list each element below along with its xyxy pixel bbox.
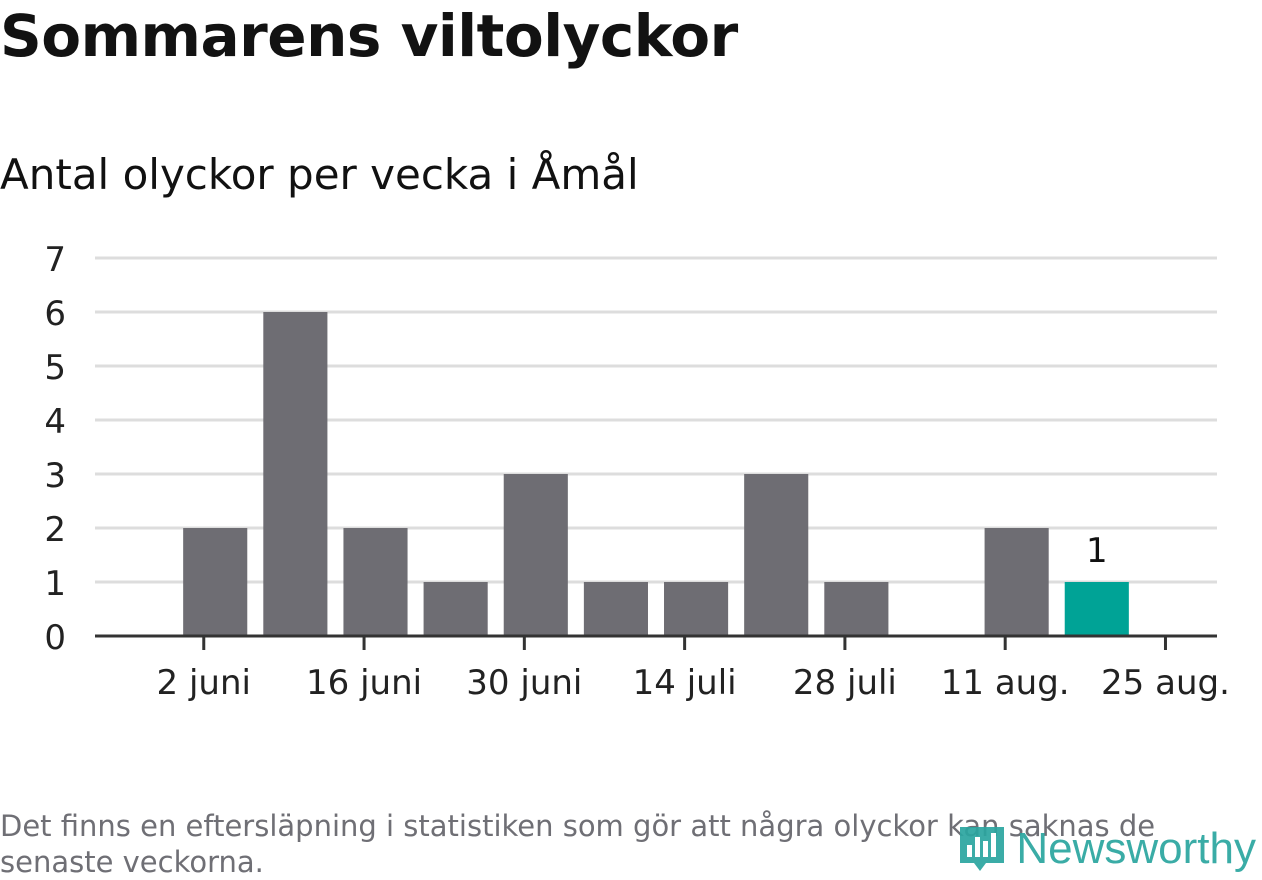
x-tick-label: 2 juni [157, 663, 251, 703]
y-tick-label: 4 [44, 402, 66, 442]
y-tick-label: 5 [44, 348, 66, 388]
y-tick-label: 1 [44, 564, 66, 604]
bar [263, 312, 328, 636]
x-tick-label: 16 juni [306, 663, 422, 703]
bar [1064, 582, 1129, 636]
x-axis-tick-labels: 2 juni 16 juni 30 juni 14 juli 28 juli 11 aug… [157, 663, 1230, 703]
bar [583, 582, 648, 636]
y-tick-label: 6 [44, 294, 66, 334]
y-tick-label: 7 [44, 240, 66, 280]
x-tick-label: 28 juli [793, 663, 897, 703]
bar [984, 528, 1049, 636]
y-tick-label: 2 [44, 510, 66, 550]
bar [664, 582, 729, 636]
bar [343, 528, 408, 636]
y-tick-label: 0 [44, 618, 66, 658]
logo-text: Newsworthy [1016, 824, 1256, 873]
bar-chart: 0 1 2 3 4 5 6 7 2 juni 16 juni 30 juni 14 juli 28 j… [44, 240, 1230, 703]
bar [423, 582, 488, 636]
y-axis-tick-labels: 0 1 2 3 4 5 6 7 [44, 240, 66, 658]
bar [183, 528, 248, 636]
data-label: 1 [1086, 531, 1108, 571]
bar [503, 474, 568, 636]
bar [824, 582, 889, 636]
x-tick-label: 30 juni [466, 663, 582, 703]
x-tick-label: 11 aug. [941, 663, 1070, 703]
data-labels: 1 [1083, 528, 1111, 574]
x-tick-label: 25 aug. [1101, 663, 1230, 703]
y-tick-label: 3 [44, 456, 66, 496]
bar-chart-icon [960, 827, 1005, 871]
bar [744, 474, 809, 636]
bars [183, 312, 1129, 636]
chart-title: Sommarens viltolyckor [0, 2, 738, 70]
x-tick-label: 14 juli [633, 663, 737, 703]
chart-subtitle: Antal olyckor per vecka i Åmål [0, 150, 639, 199]
x-axis [95, 634, 1217, 650]
newsworthy-logo: Newsworthy [956, 823, 1256, 875]
